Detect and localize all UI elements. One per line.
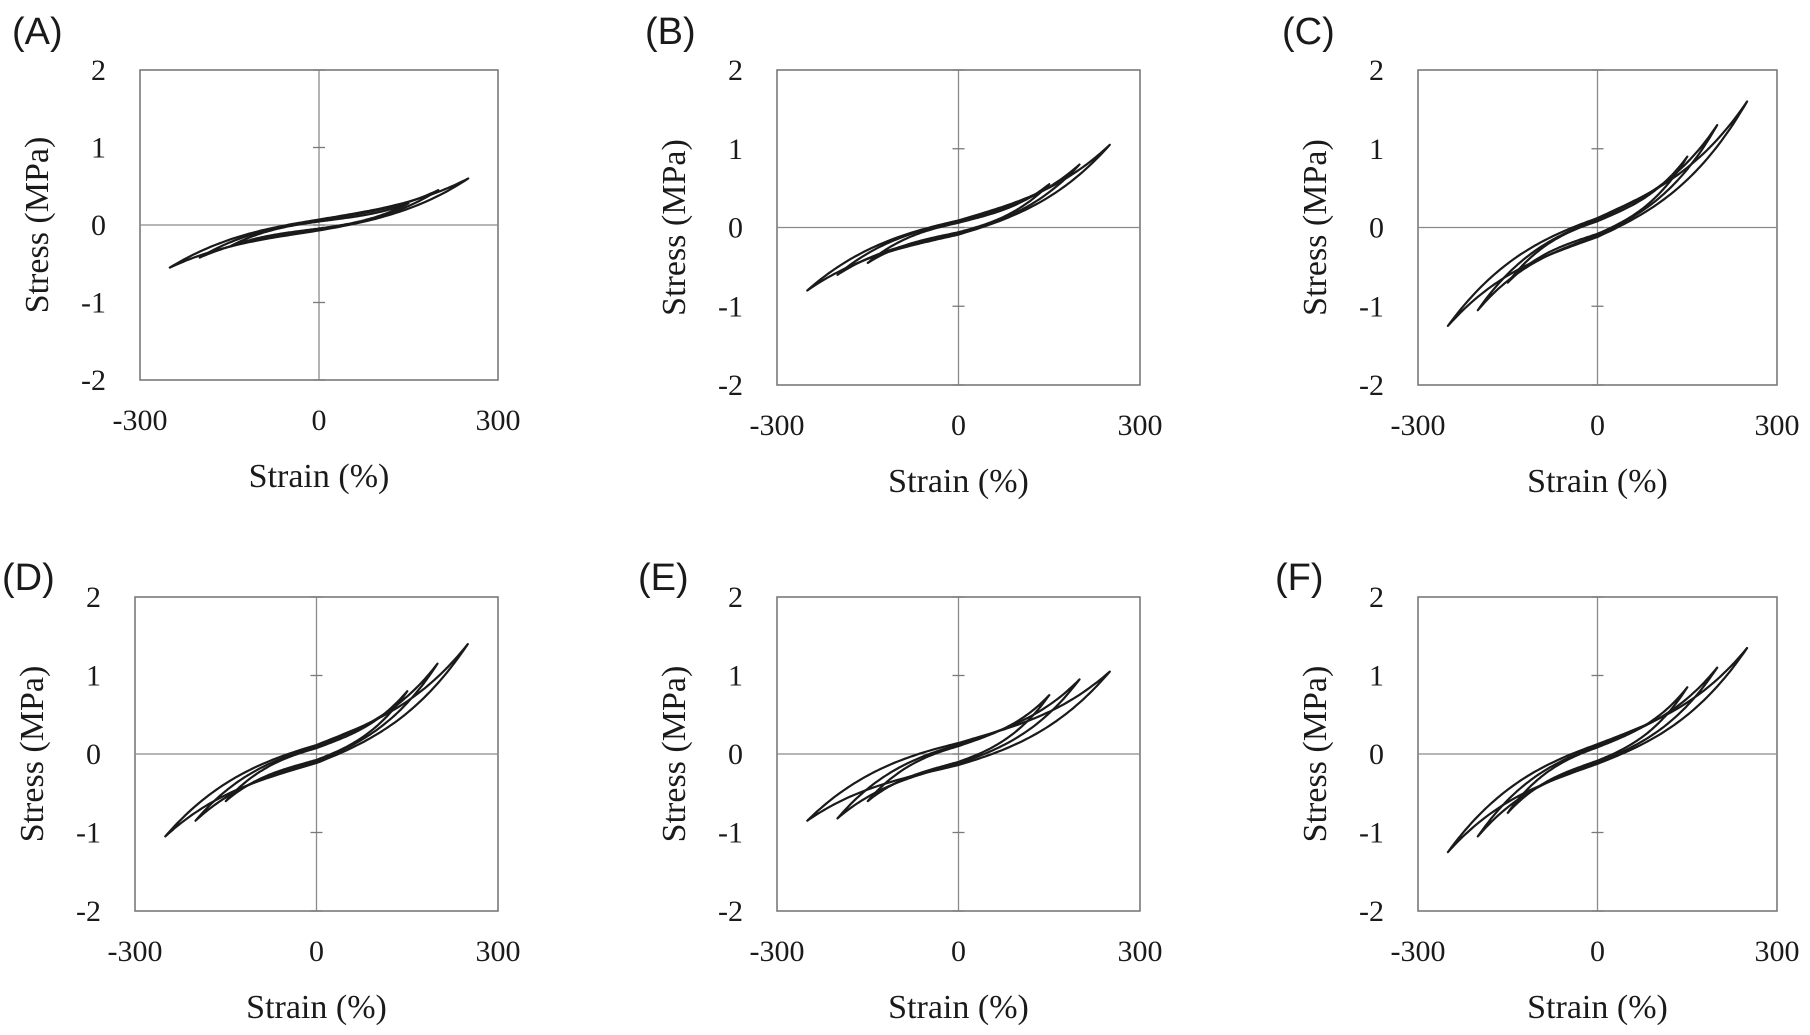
panel-6: (F) 2 1 0 -1 -2-300 0 300 Strain (%) Stress (MPa) [1275, 557, 1800, 1026]
y-tick-label: 1 [728, 133, 743, 166]
y-tick-label: 0 [1369, 212, 1384, 245]
panel-1: (A) 2 1 0 -1 -2-300 0 300 Strain (%) Stress (MPa) [12, 11, 521, 495]
panel-letter: (B) [645, 11, 696, 53]
y-tick-label: 2 [1369, 581, 1384, 614]
y-tick-label: 1 [86, 660, 101, 693]
y-tick-label: 0 [728, 738, 743, 771]
x-tick-label: 300 [476, 935, 521, 968]
y-axis-title: Stress (MPa) [656, 139, 693, 316]
x-tick-label: -300 [1391, 409, 1446, 442]
y-tick-label: 2 [728, 54, 743, 87]
hysteresis-loop-1 [1506, 686, 1689, 814]
x-tick-label: 0 [312, 404, 327, 437]
x-tick-label: -300 [1391, 935, 1446, 968]
y-tick-label: -1 [76, 817, 101, 850]
y-tick-label: 0 [1369, 738, 1384, 771]
panel-3: (C) 2 1 0 -1 -2-300 0 300 Strain (%) Stress (MPa) [1282, 11, 1800, 500]
x-tick-label: -300 [750, 935, 805, 968]
x-tick-label: 300 [1118, 935, 1163, 968]
x-axis-title: Strain (%) [1527, 463, 1668, 500]
x-tick-label: -300 [750, 409, 805, 442]
y-tick-label: 1 [1369, 133, 1384, 166]
x-tick-label: 0 [951, 935, 966, 968]
y-tick-label: 1 [728, 660, 743, 693]
y-axis-title: Stress (MPa) [19, 137, 56, 314]
y-tick-label: -2 [718, 895, 743, 928]
hysteresis-loop-1 [866, 694, 1051, 803]
x-tick-label: 300 [1118, 409, 1163, 442]
panel-5: (E) 2 1 0 -1 -2-300 0 300 Strain (%) Stress (MPa) [638, 557, 1163, 1026]
x-tick-label: 0 [1590, 409, 1605, 442]
y-tick-label: 2 [728, 581, 743, 614]
y-tick-label: -1 [1359, 817, 1384, 850]
panel-2: (B) 2 1 0 -1 -2-300 0 300 Strain (%) Stress (MPa) [645, 11, 1163, 500]
y-tick-label: 0 [86, 738, 101, 771]
x-tick-label: 300 [1755, 935, 1800, 968]
y-tick-label: 2 [1369, 54, 1384, 87]
y-tick-label: -2 [1359, 895, 1384, 928]
y-axis-title: Stress (MPa) [14, 666, 51, 843]
x-tick-label: 300 [476, 404, 521, 437]
y-tick-label: 1 [91, 132, 106, 165]
panel-letter: (F) [1275, 557, 1324, 599]
y-tick-label: 2 [86, 581, 101, 614]
panel-4: (D) 2 1 0 -1 -2-300 0 300 Strain (%) Stress (MPa) [2, 557, 521, 1026]
hysteresis-loop-3 [1446, 646, 1749, 854]
y-axis-title: Stress (MPa) [656, 666, 693, 843]
x-tick-label: 0 [951, 409, 966, 442]
x-axis-title: Strain (%) [246, 989, 387, 1026]
hysteresis-loop-3 [806, 670, 1111, 822]
panel-letter: (E) [638, 557, 689, 599]
y-tick-label: -1 [1359, 290, 1384, 323]
x-tick-label: -300 [108, 935, 163, 968]
y-tick-label: 1 [1369, 660, 1384, 693]
y-axis-title: Stress (MPa) [1297, 139, 1334, 316]
y-axis-title: Stress (MPa) [1297, 666, 1334, 843]
panel-letter: (C) [1282, 11, 1335, 53]
hysteresis-loop-3 [806, 143, 1111, 292]
x-tick-label: 300 [1755, 409, 1800, 442]
y-tick-label: -1 [81, 287, 106, 320]
y-tick-label: 0 [728, 212, 743, 245]
y-tick-label: -2 [1359, 369, 1384, 402]
y-tick-label: -2 [81, 364, 106, 397]
x-tick-label: -300 [113, 404, 168, 437]
x-axis-title: Strain (%) [888, 463, 1029, 500]
hysteresis-loop-3 [1446, 100, 1749, 327]
x-tick-label: 0 [1590, 935, 1605, 968]
x-axis-title: Strain (%) [888, 989, 1029, 1026]
hysteresis-loop-3 [164, 643, 469, 838]
y-tick-label: -2 [76, 895, 101, 928]
y-tick-label: 2 [91, 54, 106, 87]
panel-letter: (D) [2, 557, 55, 599]
y-tick-label: -1 [718, 817, 743, 850]
y-tick-label: -2 [718, 369, 743, 402]
x-tick-label: 0 [309, 935, 324, 968]
panel-letter: (A) [12, 11, 63, 53]
hysteresis-loop-1 [224, 690, 409, 803]
y-tick-label: 0 [91, 209, 106, 242]
x-axis-title: Strain (%) [249, 458, 390, 495]
hysteresis-loop-3 [168, 177, 470, 269]
hysteresis-loop-2 [194, 662, 439, 822]
x-axis-title: Strain (%) [1527, 989, 1668, 1026]
y-tick-label: -1 [718, 290, 743, 323]
